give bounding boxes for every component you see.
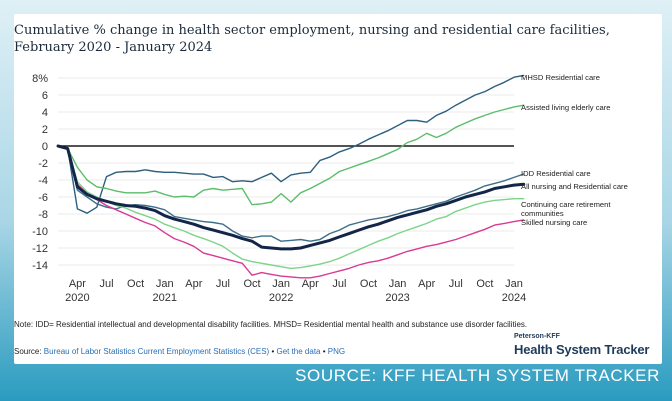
x-tick-label: Oct bbox=[476, 278, 493, 290]
source-line: Source: Bureau of Labor Statistics Curre… bbox=[14, 347, 345, 356]
x-tick-label: Jul bbox=[216, 278, 230, 290]
x-tick-label: Jul bbox=[99, 278, 113, 290]
x-tick-year-label: 2023 bbox=[385, 292, 409, 304]
series-label: All nursing and Residential care bbox=[521, 182, 628, 191]
y-tick-label: -2 bbox=[38, 158, 48, 170]
x-tick-label: Apr bbox=[302, 278, 319, 290]
series-line-all-nursing-and-residential-care bbox=[56, 144, 526, 251]
series-label: Continuing care retirement bbox=[521, 200, 611, 209]
x-tick-label: Jan bbox=[505, 278, 523, 290]
series-label: Skilled nursing care bbox=[521, 218, 587, 227]
series-line-idd-residential-care bbox=[57, 145, 525, 242]
series-line-continuing-care-retirement-communities bbox=[57, 145, 525, 270]
y-tick-label: -12 bbox=[32, 243, 48, 255]
x-tick-label: Apr bbox=[185, 278, 202, 290]
x-tick-label: Apr bbox=[69, 278, 86, 290]
x-tick-label: Jul bbox=[449, 278, 463, 290]
source-prefix: Source: bbox=[14, 347, 44, 356]
x-tick-label: Jan bbox=[272, 278, 290, 290]
y-tick-label: 2 bbox=[42, 124, 48, 136]
series-label: IDD Residential care bbox=[521, 169, 591, 178]
series-label: Assisted living elderly care bbox=[521, 103, 610, 112]
y-tick-label: 4 bbox=[42, 107, 48, 119]
y-tick-label: -14 bbox=[32, 260, 48, 272]
y-tick-label: 0 bbox=[42, 141, 48, 153]
png-link[interactable]: PNG bbox=[327, 347, 346, 356]
series-line-assisted-living-elderly-care bbox=[57, 104, 525, 206]
y-tick-label: 8% bbox=[32, 73, 48, 85]
x-tick-label: Oct bbox=[360, 278, 377, 290]
x-tick-label: Jan bbox=[156, 278, 174, 290]
series-line-skilled-nursing-care bbox=[57, 145, 525, 279]
x-tick-label: Jul bbox=[332, 278, 346, 290]
x-tick-label: Oct bbox=[127, 278, 144, 290]
x-tick-year-label: 2022 bbox=[269, 292, 293, 304]
get-the-data-link[interactable]: Get the data bbox=[276, 347, 321, 356]
source-separator: • bbox=[269, 347, 277, 356]
y-tick-label: -8 bbox=[38, 209, 48, 221]
brand-org: Peterson-KFF bbox=[514, 333, 560, 340]
y-tick-label: -10 bbox=[32, 226, 48, 238]
series-label: communities bbox=[521, 209, 564, 218]
x-tick-label: Jan bbox=[389, 278, 407, 290]
series-line-mhsd-residential-care bbox=[57, 74, 525, 214]
chart-note: Note: IDD= Residential intellectual and … bbox=[14, 320, 528, 329]
footer-source-banner: SOURCE: KFF HEALTH SYSTEM TRACKER bbox=[295, 366, 660, 385]
source-separator: • bbox=[320, 347, 328, 356]
y-tick-label: -4 bbox=[38, 175, 48, 187]
x-tick-year-label: 2024 bbox=[502, 292, 526, 304]
x-tick-label: Oct bbox=[243, 278, 260, 290]
y-tick-label: 6 bbox=[42, 90, 48, 102]
y-tick-label: -6 bbox=[38, 192, 48, 204]
x-tick-label: Apr bbox=[418, 278, 435, 290]
source-bls-link[interactable]: Bureau of Labor Statistics Current Emplo… bbox=[43, 347, 270, 356]
chart-title: Cumulative % change in health sector emp… bbox=[14, 23, 610, 55]
x-tick-year-label: 2020 bbox=[65, 292, 89, 304]
x-tick-year-label: 2021 bbox=[152, 292, 176, 304]
series-label: MHSD Residential care bbox=[521, 73, 600, 82]
chart-card bbox=[14, 14, 662, 364]
brand-logo-text: Health System Tracker bbox=[514, 342, 650, 357]
